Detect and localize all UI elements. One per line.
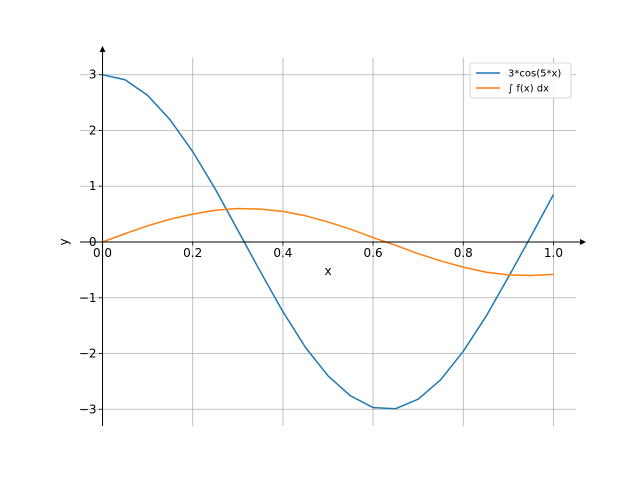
y-tick-label-5: 2: [89, 123, 97, 137]
x-tick-label-0: 0.0: [93, 246, 112, 260]
x-tick-label-1: 0.2: [183, 246, 202, 260]
y-tick-label-4: 1: [89, 179, 97, 193]
y-tick-label-2: −1: [79, 291, 97, 305]
legend: 3*cos(5*x) ∫ f(x) dx: [469, 62, 572, 99]
series-line-1: [102, 73, 555, 410]
y-tick-label-6: 3: [89, 68, 97, 82]
x-tick-label-3: 0.6: [364, 246, 383, 260]
axes: [80, 46, 586, 426]
x-axis-label: x: [324, 264, 331, 278]
legend-label-series-2: ∫ f(x) dx: [508, 84, 549, 95]
tick-labels: 0.0 0.2 0.4 0.6 0.8 1.0 −3 −2 −1 0 1 2 3: [79, 68, 563, 417]
series-line-2: [102, 207, 554, 277]
x-axis-arrow: [580, 239, 586, 245]
y-tick-label-1: −2: [79, 347, 97, 361]
x-tick-label-4: 0.8: [454, 246, 473, 260]
y-tick-label-0: −3: [79, 402, 97, 416]
y-axis-arrow: [99, 46, 106, 52]
legend-label-series-1: 3*cos(5*x): [508, 69, 561, 80]
x-tick-label-5: 1.0: [544, 246, 563, 260]
series-lines: [102, 73, 555, 410]
y-axis-label: y: [57, 238, 71, 245]
y-tick-label-3: 0: [89, 235, 97, 249]
legend-box: [469, 62, 572, 99]
x-tick-label-2: 0.4: [273, 246, 292, 260]
